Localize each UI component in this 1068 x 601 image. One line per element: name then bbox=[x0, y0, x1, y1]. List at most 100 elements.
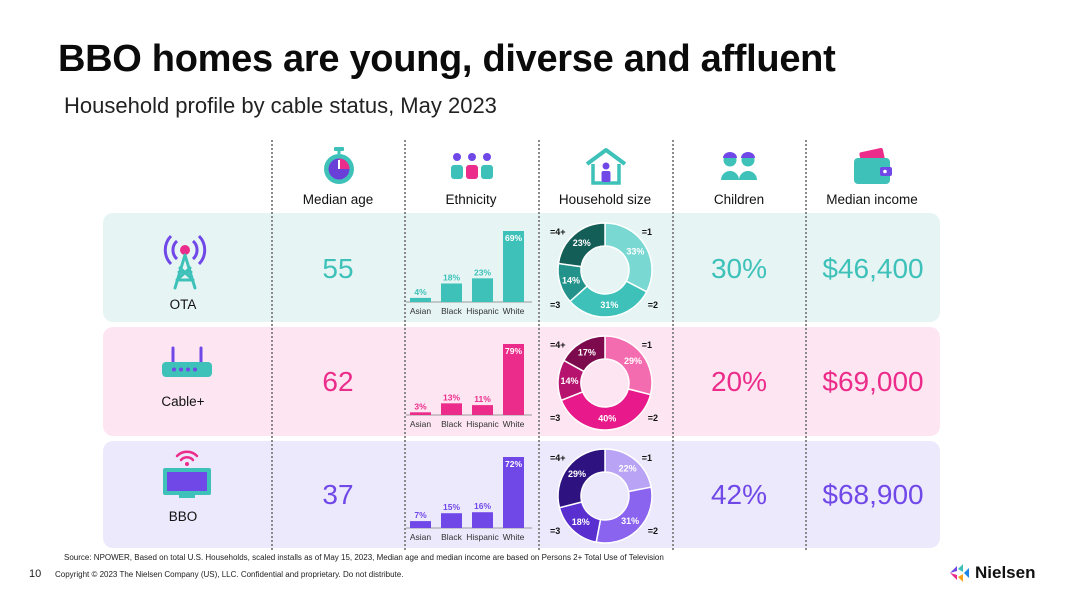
ethnicity-chart-cable: 3% Asian 13% Black 11% Hispanic 79% White bbox=[406, 326, 536, 436]
household-size-value-label: 31% bbox=[621, 516, 639, 526]
people-group-icon bbox=[449, 148, 495, 188]
household-size-category-label: =1 bbox=[642, 227, 652, 237]
page-subtitle: Household profile by cable status, May 2… bbox=[64, 93, 497, 118]
wallet-icon bbox=[850, 148, 896, 188]
ethnicity-bar bbox=[472, 405, 493, 415]
ethnicity-chart-bbo: 7% Asian 15% Black 16% Hispanic 72% White bbox=[406, 439, 536, 549]
household-size-category-label: =4+ bbox=[550, 453, 566, 463]
household-size-value-label: 14% bbox=[561, 376, 579, 386]
household-size-value-label: 17% bbox=[578, 347, 596, 357]
ethnicity-value-label: 11% bbox=[474, 394, 491, 404]
ethnicity-bar bbox=[441, 283, 462, 302]
ethnicity-bar bbox=[441, 403, 462, 415]
ethnicity-value-label: 23% bbox=[474, 267, 491, 277]
household-size-category-label: =3 bbox=[550, 300, 560, 310]
median-age-bbo: 37 bbox=[322, 479, 354, 510]
ethnicity-category-label: White bbox=[503, 306, 525, 316]
household-size-value-label: 18% bbox=[572, 517, 590, 527]
copyright-note: Copyright © 2023 The Nielsen Company (US… bbox=[55, 570, 404, 579]
ethnicity-category-label: White bbox=[503, 532, 525, 542]
ethnicity-bar bbox=[472, 512, 493, 528]
column-header-median-age: Median age bbox=[302, 192, 374, 207]
ethnicity-bar bbox=[410, 521, 431, 528]
median-age-ota: 55 bbox=[322, 253, 354, 284]
household-size-slice bbox=[557, 222, 606, 268]
ethnicity-category-label: Black bbox=[441, 419, 463, 429]
ethnicity-value-label: 16% bbox=[474, 501, 491, 511]
ethnicity-value-label: 72% bbox=[505, 459, 522, 469]
ethnicity-category-label: Asian bbox=[410, 306, 432, 316]
median-age-cable: 62 bbox=[322, 366, 354, 397]
ethnicity-category-label: White bbox=[503, 419, 525, 429]
household-size-category-label: =1 bbox=[642, 453, 652, 463]
row-label-ota: OTA bbox=[169, 297, 197, 312]
household-size-value-label: 23% bbox=[573, 238, 591, 248]
column-header-median-income: Median income bbox=[826, 192, 918, 207]
household-size-category-label: =2 bbox=[648, 300, 658, 310]
household-size-category-label: =4+ bbox=[550, 340, 566, 350]
radio-tower-icon bbox=[163, 234, 207, 290]
page-title: BBO homes are young, diverse and affluen… bbox=[58, 38, 836, 80]
household-size-value-label: 14% bbox=[562, 275, 580, 285]
row-label-bbo: BBO bbox=[168, 509, 198, 524]
household-size-category-label: =2 bbox=[648, 413, 658, 423]
ethnicity-category-label: Black bbox=[441, 532, 463, 542]
children-ota: 30% bbox=[710, 253, 768, 284]
column-divider bbox=[271, 140, 273, 550]
ethnicity-value-label: 69% bbox=[505, 233, 522, 243]
household-size-donut-ota: 33% 31% 14% 23% =1 =2 =3 =4+ bbox=[540, 213, 670, 323]
household-size-value-label: 22% bbox=[619, 464, 637, 474]
ethnicity-bar bbox=[410, 412, 431, 415]
nielsen-logo: Nielsen bbox=[948, 562, 1035, 584]
household-size-category-label: =2 bbox=[648, 526, 658, 536]
page-number: 10 bbox=[29, 568, 42, 580]
household-size-value-label: 31% bbox=[600, 300, 618, 310]
tv-wifi-icon bbox=[163, 450, 211, 498]
column-divider bbox=[805, 140, 807, 550]
household-size-category-label: =4+ bbox=[550, 227, 566, 237]
household-size-category-label: =3 bbox=[550, 526, 560, 536]
median-income-bbo: $68,900 bbox=[822, 479, 924, 510]
column-divider bbox=[404, 140, 406, 550]
column-divider bbox=[672, 140, 674, 550]
ethnicity-category-label: Asian bbox=[410, 419, 432, 429]
children-cable: 20% bbox=[710, 366, 768, 397]
ethnicity-category-label: Asian bbox=[410, 532, 432, 542]
household-size-value-label: 29% bbox=[568, 469, 586, 479]
ethnicity-value-label: 18% bbox=[443, 272, 460, 282]
ethnicity-category-label: Hispanic bbox=[466, 532, 499, 542]
ethnicity-category-label: Hispanic bbox=[466, 306, 499, 316]
ethnicity-value-label: 7% bbox=[414, 510, 427, 520]
household-size-donut-bbo: 22% 31% 18% 29% =1 =2 =3 =4+ bbox=[540, 439, 670, 549]
children-bbo: 42% bbox=[710, 479, 768, 510]
household-size-slice bbox=[560, 388, 652, 431]
household-size-slice bbox=[595, 486, 653, 544]
household-size-slice bbox=[557, 448, 606, 509]
household-size-slice bbox=[562, 335, 606, 373]
ethnicity-bar bbox=[472, 278, 493, 302]
ethnicity-bar bbox=[503, 231, 524, 302]
children-icon bbox=[716, 148, 762, 188]
house-family-icon bbox=[583, 146, 629, 186]
ethnicity-value-label: 3% bbox=[414, 401, 427, 411]
ethnicity-chart-ota: 4% Asian 18% Black 23% Hispanic 69% White bbox=[406, 213, 536, 323]
column-divider bbox=[538, 140, 540, 550]
household-size-category-label: =3 bbox=[550, 413, 560, 423]
ethnicity-bar bbox=[410, 297, 431, 302]
household-size-value-label: 33% bbox=[626, 247, 644, 257]
household-size-donut-cable: 29% 40% 14% 17% =1 =2 =3 =4+ bbox=[540, 326, 670, 436]
household-size-value-label: 40% bbox=[598, 413, 616, 423]
median-income-cable: $69,000 bbox=[822, 366, 924, 397]
column-header-household-size: Household size bbox=[558, 192, 652, 207]
nielsen-logo-icon bbox=[950, 564, 969, 582]
source-note: Source: NPOWER, Based on total U.S. Hous… bbox=[64, 553, 664, 562]
ethnicity-value-label: 4% bbox=[414, 287, 427, 297]
median-income-ota: $46,400 bbox=[822, 253, 924, 284]
ethnicity-category-label: Hispanic bbox=[466, 419, 499, 429]
ethnicity-category-label: Black bbox=[441, 306, 463, 316]
ethnicity-bar bbox=[503, 457, 524, 528]
household-size-category-label: =1 bbox=[642, 340, 652, 350]
column-header-ethnicity: Ethnicity bbox=[445, 192, 497, 207]
row-label-cable: Cable+ bbox=[161, 394, 205, 409]
household-size-value-label: 29% bbox=[624, 356, 642, 366]
